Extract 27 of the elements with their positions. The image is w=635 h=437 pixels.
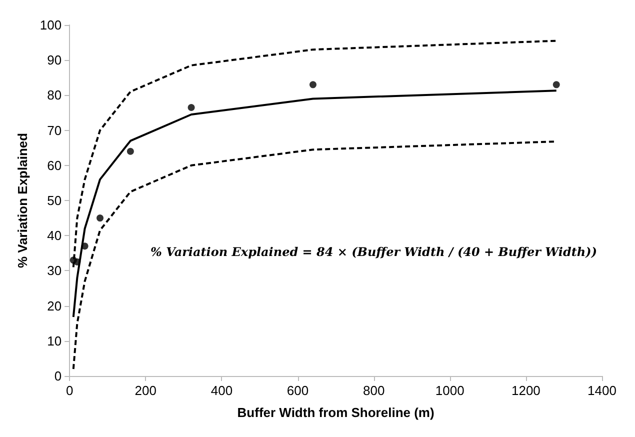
x-tick-label: 1000 — [435, 383, 464, 398]
y-tick-label: 100 — [40, 18, 62, 32]
y-tick-label: 80 — [47, 88, 62, 103]
x-tick-label: 1200 — [511, 383, 540, 398]
point — [552, 81, 560, 88]
x-axis-title: Buffer Width from Shoreline (m) — [237, 405, 434, 420]
x-tick-label: 200 — [134, 383, 156, 398]
point — [96, 214, 104, 222]
y-tick-label: 40 — [47, 228, 62, 244]
y-tick-label: 70 — [47, 122, 62, 138]
x-tick-label: 400 — [210, 383, 233, 398]
y-tick-label: 20 — [47, 298, 62, 314]
y-tick-label: 10 — [47, 333, 62, 348]
x-tick-label: 800 — [362, 383, 385, 398]
annotation: % Variation Explained = 84 × (Buffer Width / (40 + Buffer Width)) — [150, 245, 598, 259]
y-tick-label: 50 — [47, 193, 62, 208]
point — [126, 148, 134, 155]
x-tick-label: 0 — [66, 383, 74, 398]
point — [188, 104, 195, 111]
y-tick-label: 60 — [47, 158, 62, 173]
y-tick-label: 90 — [47, 52, 62, 68]
x-tick-label: 600 — [286, 383, 309, 398]
x-tick-label: 1400 — [588, 383, 616, 398]
point — [309, 81, 316, 88]
y-tick-label: 30 — [47, 263, 62, 278]
y-tick-label: 0 — [54, 368, 62, 384]
y-axis-title: % Variation Explained — [15, 132, 30, 268]
